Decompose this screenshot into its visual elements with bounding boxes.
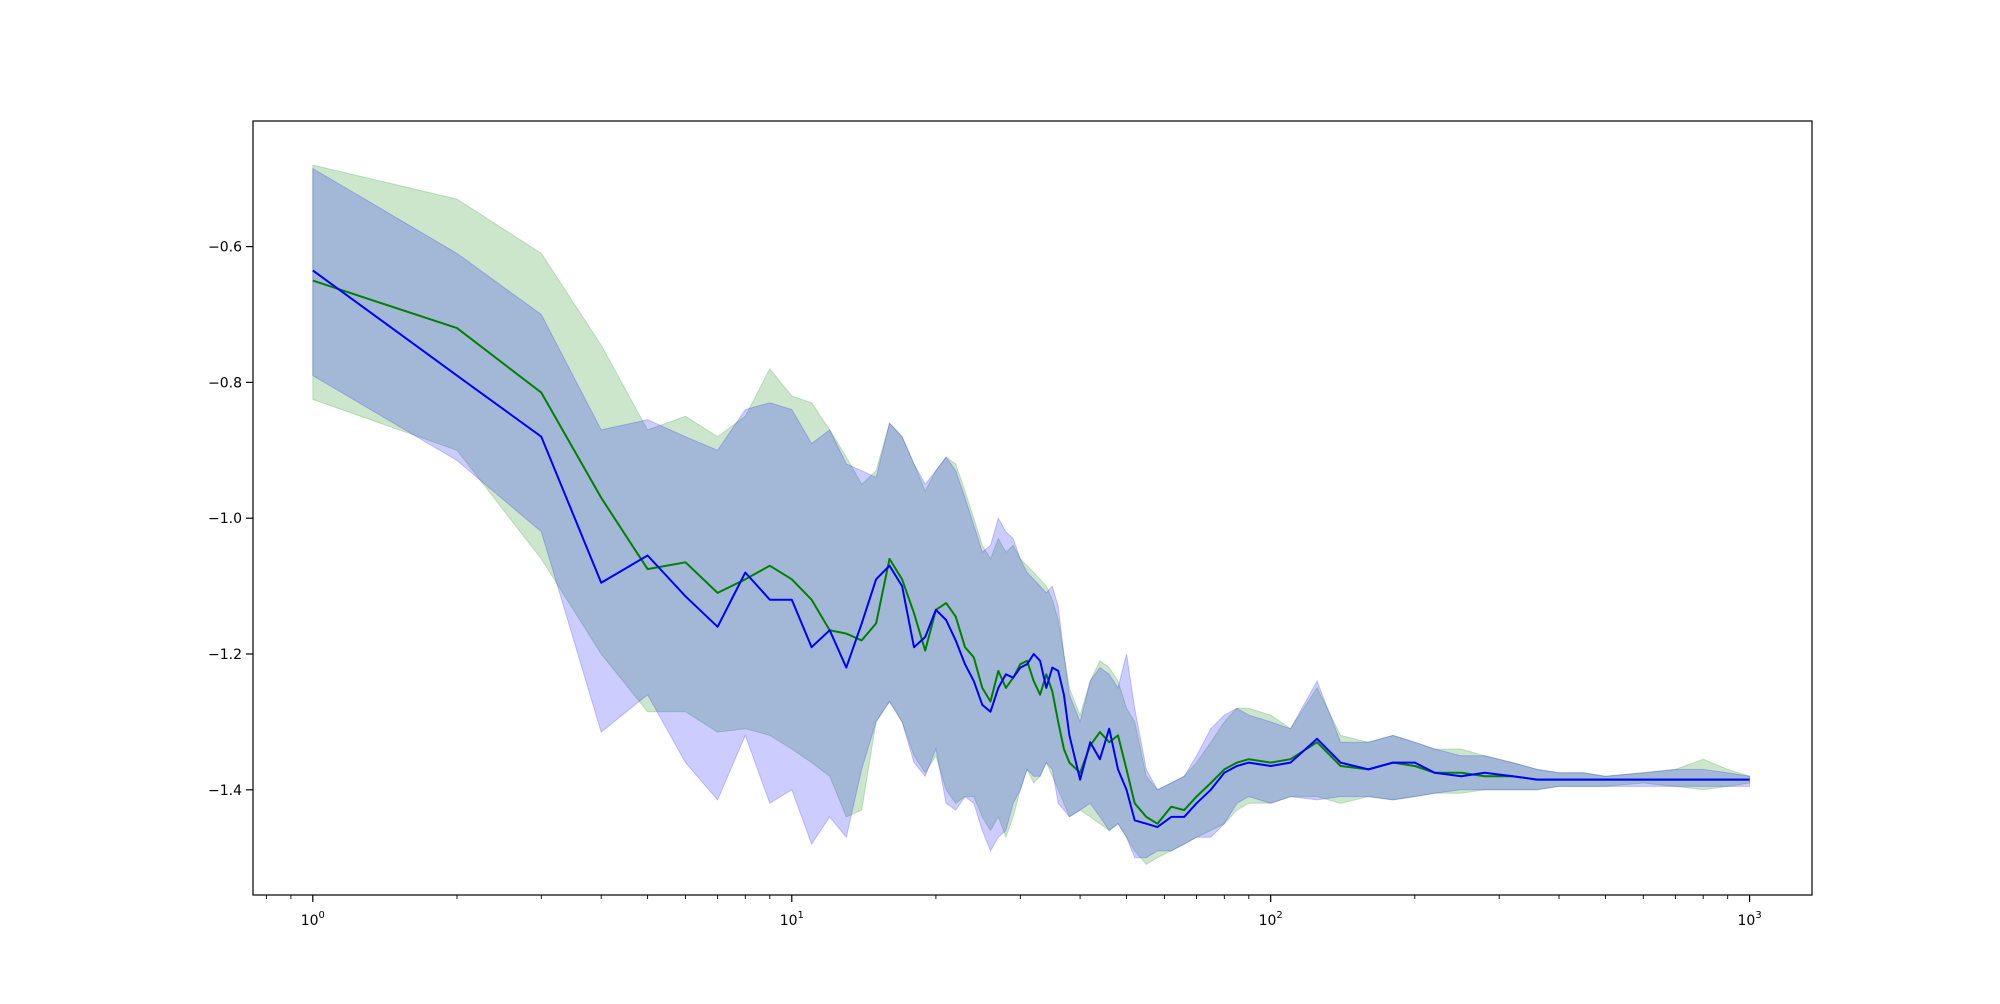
x-tick-label: 101 <box>780 910 804 929</box>
confidence-bands <box>312 164 1751 866</box>
x-tick-label-exponent: 0 <box>319 910 325 921</box>
x-tick-label: 103 <box>1737 910 1761 929</box>
x-tick-label: 102 <box>1259 910 1283 929</box>
x-tick-label-base: 10 <box>1737 913 1755 929</box>
x-tick-label-exponent: 3 <box>1755 910 1761 921</box>
x-tick-label-exponent: 2 <box>1276 910 1282 921</box>
series-1-line <box>312 269 1750 829</box>
x-axis: 100 101 102 103 <box>265 895 1762 929</box>
series-lines <box>312 269 1750 829</box>
plot-frame <box>252 120 1813 896</box>
x-tick-label-exponent: 1 <box>798 910 804 921</box>
series-1-band <box>312 167 1751 859</box>
y-tick-label: −1.0 <box>208 511 242 527</box>
y-tick-label: −0.6 <box>208 240 242 256</box>
x-tick-label-base: 10 <box>301 913 319 929</box>
x-tick-label: 100 <box>301 910 325 929</box>
x-tick-label-base: 10 <box>1259 913 1277 929</box>
series-0-band <box>312 164 1751 866</box>
plot-area <box>253 121 1812 895</box>
y-tick-label: −0.8 <box>208 375 242 391</box>
y-axis: −0.6 −0.8 −1.0 −1.2 −1.4 <box>208 240 253 799</box>
y-tick-label: −1.4 <box>208 783 242 799</box>
y-tick-label: −1.2 <box>208 647 242 663</box>
x-tick-label-base: 10 <box>780 913 798 929</box>
